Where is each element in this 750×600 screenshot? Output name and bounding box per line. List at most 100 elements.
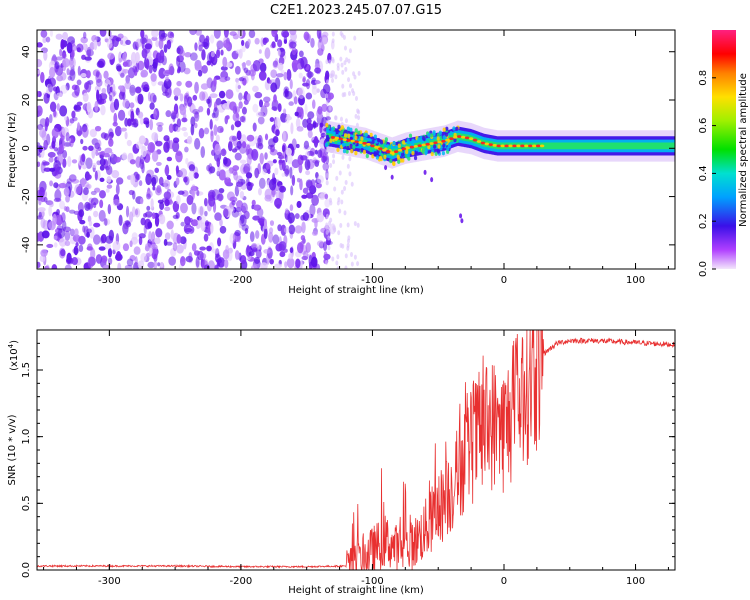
noise-blob [158, 67, 166, 79]
noise-blob [209, 119, 213, 130]
noise-blob [89, 158, 93, 164]
noise-blob [92, 162, 97, 169]
noise-blob [124, 81, 132, 90]
noise-blob [172, 123, 179, 132]
noise-blob [106, 175, 112, 183]
noise-blob [147, 221, 153, 229]
noise-blob [244, 227, 249, 235]
noise-blob [114, 156, 121, 163]
noise-blob [196, 189, 200, 197]
noise-blob [350, 181, 354, 187]
noise-blob [225, 89, 234, 100]
noise-blob [329, 163, 333, 169]
noise-blob [151, 150, 159, 162]
noise-blob [159, 49, 165, 60]
noise-blob [302, 77, 306, 83]
noise-blob [312, 159, 320, 164]
noise-blob [259, 62, 267, 73]
signal-speckle [362, 149, 367, 155]
noise-blob [252, 85, 259, 93]
noise-blob [339, 56, 343, 62]
noise-blob [314, 79, 321, 85]
snr-x-tick-label: -100 [361, 576, 384, 587]
noise-blob [69, 58, 74, 66]
spectrogram-x-ticks: -300 -200 -100 0 100 [43, 30, 669, 286]
noise-blob [166, 220, 174, 230]
noise-blob [344, 265, 348, 269]
noise-blob [149, 119, 154, 131]
noise-blob [306, 71, 314, 78]
noise-blob [268, 231, 274, 243]
signal-speckle [449, 131, 453, 136]
noise-blob [346, 238, 350, 244]
noise-blob [223, 39, 231, 49]
noise-blob [176, 118, 182, 128]
signal-speckle [354, 150, 358, 156]
noise-blob [354, 96, 358, 102]
signal-peak [397, 148, 403, 152]
snr-x-tick-label: 100 [626, 576, 645, 587]
noise-blob [298, 162, 303, 174]
signal-speckle [452, 126, 456, 131]
noise-blob [201, 49, 206, 61]
noise-blob [71, 110, 76, 119]
noise-blob [253, 204, 262, 211]
noise-blob [349, 83, 353, 89]
noise-blob [206, 98, 211, 104]
noise-blob [180, 221, 185, 227]
noise-blob [53, 147, 59, 152]
noise-blob [249, 231, 255, 243]
signal-speckle [413, 155, 418, 161]
noise-blob [95, 149, 99, 157]
spectrogram-signal [324, 120, 675, 224]
noise-blob [89, 128, 97, 138]
noise-blob [71, 257, 79, 266]
noise-blob [163, 78, 172, 90]
noise-blob [276, 73, 284, 78]
noise-blob [145, 242, 152, 249]
noise-blob [290, 185, 294, 196]
noise-blob [255, 111, 264, 118]
noise-blob [284, 208, 289, 214]
noise-blob [316, 30, 322, 40]
noise-blob [218, 90, 226, 99]
noise-blob [353, 221, 357, 227]
noise-blob [264, 152, 268, 160]
noise-blob [188, 164, 196, 172]
noise-blob [126, 258, 134, 267]
noise-blob [154, 215, 160, 227]
noise-blob [185, 255, 193, 263]
noise-blob [352, 71, 356, 77]
signal-peak [449, 137, 454, 141]
noise-blob [283, 226, 290, 234]
noise-blob [222, 56, 228, 68]
noise-blob [86, 101, 92, 113]
noise-blob [198, 215, 206, 225]
noise-blob [199, 34, 205, 44]
noise-blob [231, 135, 238, 141]
noise-blob [311, 194, 319, 206]
noise-blob [306, 122, 314, 132]
noise-blob [258, 49, 262, 54]
noise-blob [151, 231, 156, 243]
noise-blob [296, 143, 300, 149]
noise-blob [183, 176, 188, 183]
noise-blob [220, 148, 227, 157]
noise-blob [102, 264, 111, 269]
noise-blob [297, 87, 305, 100]
noise-blob [80, 36, 88, 44]
noise-blob [272, 60, 278, 68]
noise-blob [115, 183, 120, 196]
signal-peak [362, 141, 367, 145]
signal-speckle [432, 130, 436, 135]
noise-blob [195, 256, 200, 268]
noise-blob [330, 73, 334, 79]
spectrogram-y-tick-label: 0 [21, 145, 32, 151]
signal-speckle [406, 152, 411, 158]
noise-blob [345, 57, 349, 63]
noise-blob [104, 147, 113, 154]
signal-speckle [407, 156, 411, 161]
noise-blob [286, 257, 295, 269]
noise-blob [289, 41, 297, 49]
noise-blob [147, 141, 156, 153]
